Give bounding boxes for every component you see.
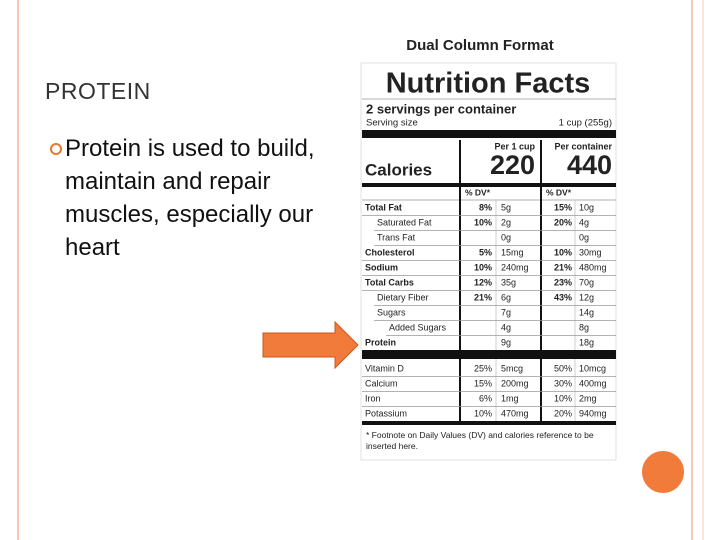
arrow (262, 320, 359, 370)
amount: 2mg (579, 393, 597, 403)
amount: 35g (501, 277, 516, 287)
dv-value: 23% (554, 277, 572, 287)
nutrient-name: Protein (365, 337, 396, 347)
column-head: Per 1 cup (494, 141, 535, 151)
dv-value: 15% (554, 202, 572, 212)
amount: 5g (501, 202, 511, 212)
footnote: * Footnote on Daily Values (DV) and calo… (366, 430, 594, 451)
bullet-dot (50, 143, 62, 155)
amount: 0g (501, 232, 511, 242)
nutrient-name: Added Sugars (389, 322, 447, 332)
dv-value: 43% (554, 292, 572, 302)
heading: Dual Column Format (406, 37, 554, 54)
amount: 10g (579, 202, 594, 212)
dv-value: 5% (479, 247, 492, 257)
calories-value: 220 (490, 150, 535, 180)
nutrient-name: Sodium (365, 262, 398, 272)
serving-size-label: Serving size (366, 118, 418, 129)
calories-value: 440 (567, 150, 612, 180)
amount: 1mg (501, 393, 519, 403)
servings: 2 servings per container (366, 101, 516, 116)
amount: 200mg (501, 378, 529, 388)
dv-value: 6% (479, 393, 492, 403)
dv-value: 10% (474, 262, 492, 272)
amount: 2g (501, 217, 511, 227)
amount: 10mcg (579, 363, 606, 373)
nutrient-name: Cholesterol (365, 247, 415, 257)
amount: 6g (501, 292, 511, 302)
amount: 240mg (501, 262, 529, 272)
nutrient-name: Calcium (365, 378, 398, 388)
nutrient-name: Saturated Fat (377, 217, 432, 227)
amount: 15mg (501, 247, 524, 257)
rule (362, 183, 616, 187)
dv-value: 10% (474, 408, 492, 418)
amount: 400mg (579, 378, 607, 388)
amount: 0g (579, 232, 589, 242)
slide-title: PROTEIN (45, 78, 151, 104)
amount: 8g (579, 322, 589, 332)
serving-size: 1 cup (255g) (559, 118, 612, 129)
amount: 4g (501, 322, 511, 332)
amount: 30mg (579, 247, 602, 257)
nutrient-name: Potassium (365, 408, 407, 418)
dv-head: % DV* (465, 187, 491, 197)
rule (362, 350, 616, 359)
footnote-box: * Footnote on Daily Values (DV) and calo… (366, 430, 594, 451)
nutrient-name: Vitamin D (365, 363, 404, 373)
bullet-text: Protein is used to build, maintain and r… (65, 135, 315, 261)
amount: 12g (579, 292, 594, 302)
nutrient-name: Dietary Fiber (377, 292, 429, 302)
column-head: Per container (554, 141, 612, 151)
nutrient-name: Total Carbs (365, 277, 414, 287)
dv-head: % DV* (546, 187, 572, 197)
calories-label: Calories (365, 160, 432, 179)
dv-value: 30% (554, 378, 572, 388)
amount: 18g (579, 337, 594, 347)
dv-value: 20% (554, 408, 572, 418)
dv-value: 10% (554, 247, 572, 257)
dv-value: 10% (474, 217, 492, 227)
dv-value: 21% (474, 292, 492, 302)
dv-value: 15% (474, 378, 492, 388)
rule (362, 130, 616, 138)
amount: 4g (579, 217, 589, 227)
circle (640, 449, 686, 495)
dv-value: 21% (554, 262, 572, 272)
amount: 14g (579, 307, 594, 317)
dv-value: 25% (474, 363, 492, 373)
amount: 70g (579, 277, 594, 287)
amount: 5mcg (501, 363, 523, 373)
amount: 480mg (579, 262, 607, 272)
amount: 940mg (579, 408, 607, 418)
dv-value: 12% (474, 277, 492, 287)
label-box (360, 62, 617, 461)
label-title: Nutrition Facts (386, 68, 591, 100)
nutrient-name: Total Fat (365, 202, 402, 212)
amount: 7g (501, 307, 511, 317)
amount: 470mg (501, 408, 529, 418)
rule (362, 421, 616, 425)
dv-value: 8% (479, 202, 492, 212)
dv-value: 50% (554, 363, 572, 373)
nutrient-name: Sugars (377, 307, 406, 317)
dv-value: 10% (554, 393, 572, 403)
nutrient-name: Trans Fat (377, 232, 416, 242)
dv-value: 20% (554, 217, 572, 227)
nutrient-name: Iron (365, 393, 381, 403)
amount: 9g (501, 337, 511, 347)
